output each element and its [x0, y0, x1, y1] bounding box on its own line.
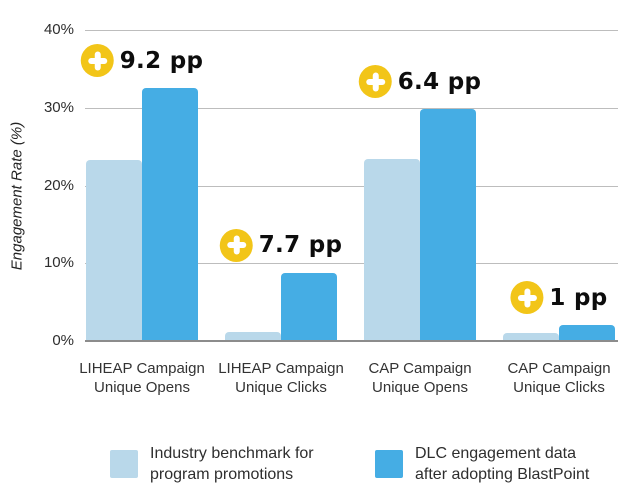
- plus-icon: [80, 44, 114, 78]
- bar: [559, 325, 615, 341]
- plus-icon: [510, 281, 544, 315]
- legend-label-dlc-line1: DLC engagement data: [415, 445, 576, 462]
- y-tick-label: 0%: [52, 332, 74, 349]
- y-tick-label: 40%: [43, 21, 74, 38]
- annotation: 1 pp: [510, 281, 608, 315]
- legend-label-benchmark-line2: program promotions: [150, 466, 294, 483]
- x-axis-label-line2: Unique Opens: [94, 379, 190, 396]
- plus-icon-bar: [233, 235, 240, 255]
- annotation: 7.7 pp: [219, 228, 343, 262]
- y-tick-label: 10%: [43, 254, 74, 272]
- bar: [503, 333, 559, 341]
- annotation-label: 7.7 pp: [258, 232, 343, 259]
- x-axis-label: LIHEAP Campaign Unique Clicks: [218, 359, 344, 397]
- bar: [86, 159, 142, 341]
- legend-swatch-benchmark: [110, 450, 138, 478]
- x-axis-label-line1: CAP Campaign: [507, 360, 611, 377]
- legend-label-benchmark: Industry benchmark for program promotion…: [150, 443, 314, 485]
- plus-icon-bar: [372, 72, 379, 92]
- gridline: [85, 263, 618, 265]
- annotation-label: 6.4 pp: [397, 68, 482, 95]
- x-axis-label-line2: Unique Clicks: [235, 379, 327, 396]
- x-axis-label-line2: Unique Opens: [372, 379, 468, 396]
- x-axis-label-line1: CAP Campaign: [368, 360, 472, 377]
- annotation-label: 9.2 pp: [119, 47, 204, 74]
- gridline: [85, 107, 618, 109]
- plus-icon-bar: [94, 51, 101, 71]
- annotation: 6.4 pp: [358, 65, 482, 99]
- bar: [225, 332, 281, 341]
- x-axis-label-line1: LIHEAP Campaign: [79, 360, 205, 377]
- legend-label-dlc: DLC engagement data after adopting Blast…: [415, 443, 589, 485]
- bar: [142, 88, 198, 341]
- x-axis-label: LIHEAP Campaign Unique Opens: [79, 359, 205, 397]
- x-axis-label-line2: Unique Clicks: [513, 379, 605, 396]
- gridline: [85, 30, 618, 31]
- x-axis-label: CAP Campaign Unique Clicks: [507, 359, 610, 397]
- legend-item-benchmark: Industry benchmark for program promotion…: [110, 443, 314, 485]
- plus-icon: [219, 228, 253, 262]
- x-axis-line: [85, 340, 618, 342]
- legend-item-dlc: DLC engagement data after adopting Blast…: [375, 443, 589, 485]
- plus-icon: [358, 65, 392, 99]
- plus-icon-bar: [523, 288, 530, 308]
- x-axis-label-line1: LIHEAP Campaign: [218, 360, 344, 377]
- bar: [420, 109, 476, 341]
- x-axis-label: CAP Campaign Unique Opens: [368, 359, 471, 397]
- annotation: 9.2 pp: [80, 44, 204, 78]
- bar: [281, 272, 337, 341]
- bar: [364, 159, 420, 341]
- y-tick-label: 20%: [43, 176, 74, 194]
- annotation-label: 1 pp: [549, 284, 608, 311]
- y-tick-label: 30%: [43, 98, 74, 116]
- y-axis-title: Engagement Rate (%): [8, 121, 26, 271]
- legend-label-benchmark-line1: Industry benchmark for: [150, 445, 314, 462]
- legend-label-dlc-line2: after adopting BlastPoint: [415, 466, 590, 483]
- gridline: [85, 185, 618, 187]
- legend-swatch-dlc: [375, 450, 403, 478]
